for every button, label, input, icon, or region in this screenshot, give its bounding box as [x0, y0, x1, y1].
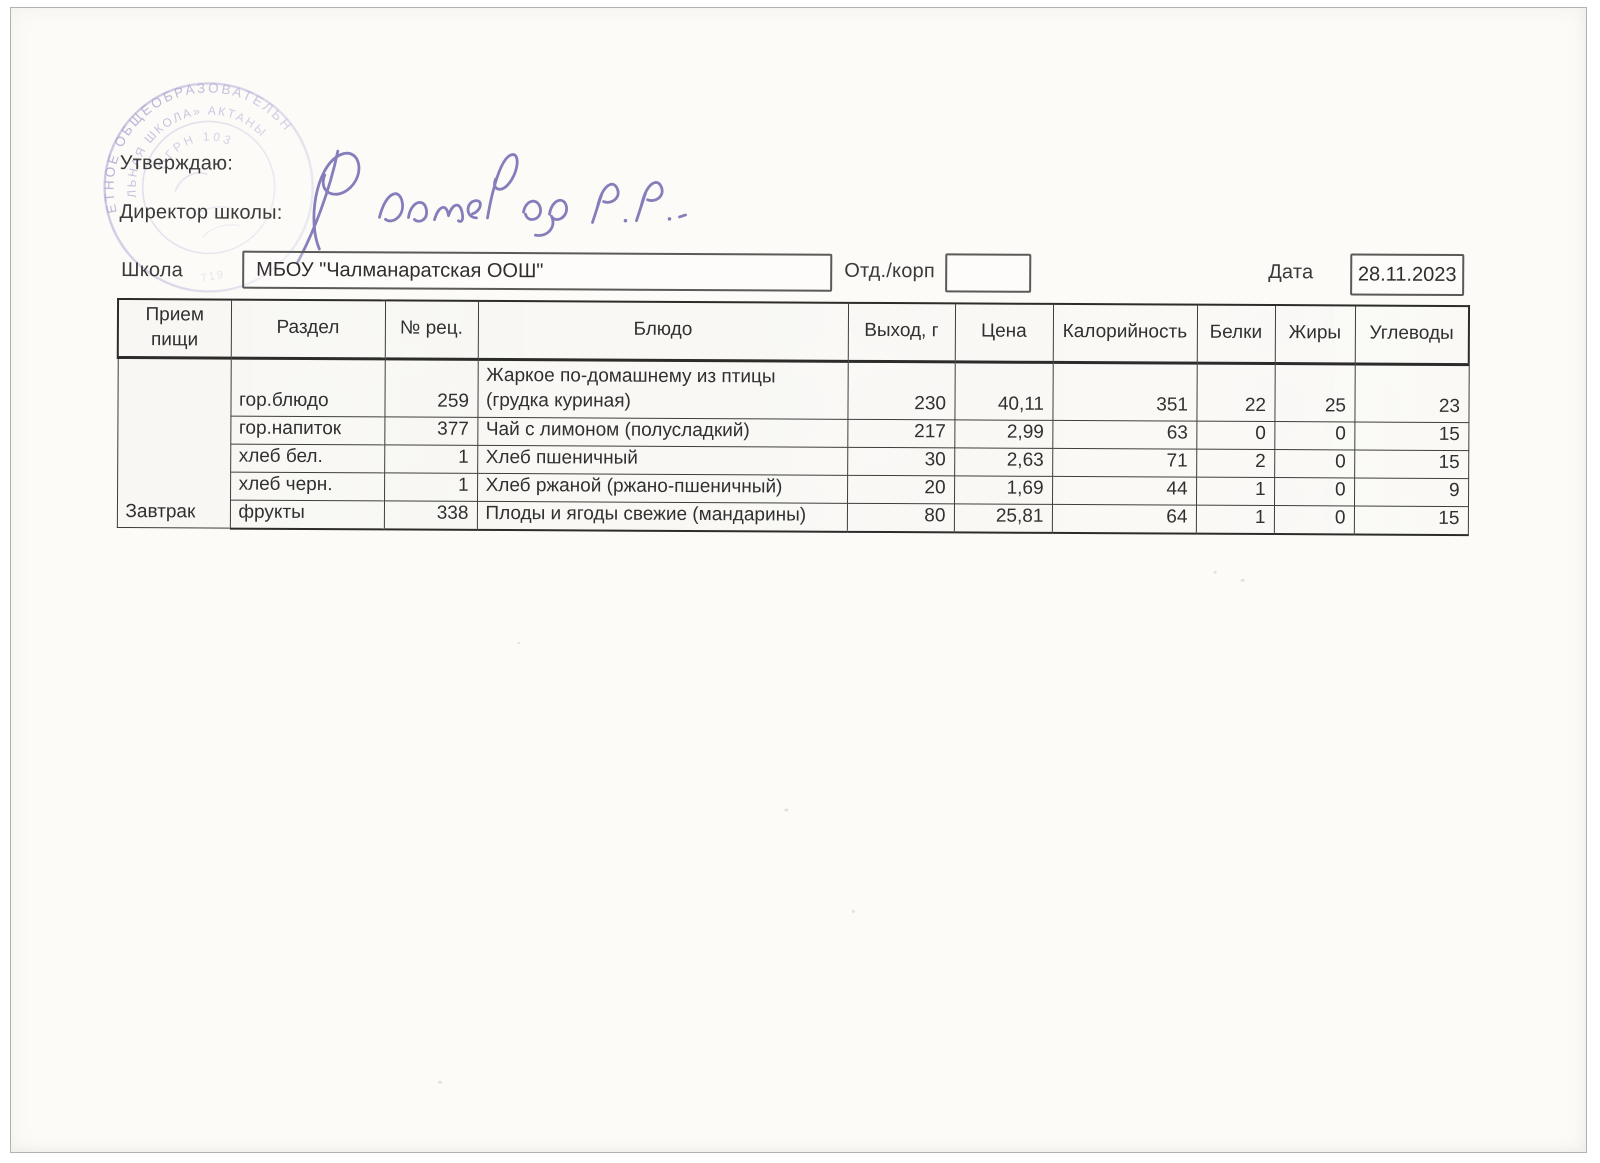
- column-header-protein: Белки: [1196, 304, 1276, 364]
- cell-section: хлеб черн.: [230, 471, 385, 501]
- cell-carbs: 23: [1354, 363, 1469, 423]
- column-header-recipe-no: № рец.: [384, 300, 479, 359]
- cell-price: 1,69: [954, 475, 1053, 505]
- approve-label: Утверждаю:: [119, 151, 234, 175]
- menu-table: Прием пищи Раздел № рец. Блюдо Выход, г …: [115, 297, 1471, 536]
- cell-output: 230: [847, 360, 955, 420]
- cell-meal: Завтрак: [116, 356, 231, 529]
- cell-fat: 25: [1274, 363, 1355, 422]
- cell-protein: 0: [1196, 420, 1275, 450]
- cell-protein: 22: [1196, 362, 1275, 422]
- stamp-middle-text: ЛЬНАЯ ШКОЛА» АКТАНЫ: [104, 83, 278, 201]
- menu-table-container: Прием пищи Раздел № рец. Блюдо Выход, г …: [115, 297, 1471, 536]
- cell-dish: Хлеб ржаной (ржано-пшеничный): [477, 473, 848, 503]
- cell-price: 25,81: [953, 503, 1053, 533]
- stamp-outer-text: ЕТНОЕ ОБЩЕОБРАЗОВАТЕЛЬН: [83, 62, 304, 217]
- stamp-number-fragment: 719: [200, 268, 226, 284]
- school-field-value: МБОУ "Чалманаратская ООШ": [256, 258, 544, 282]
- cell-dish: Жаркое по-домашнему из птицы (грудка кур…: [477, 358, 848, 419]
- cell-price: 2,63: [954, 447, 1053, 477]
- school-field-label: Школа: [121, 259, 184, 282]
- svg-text:ЕТНОЕ ОБЩЕОБРАЗОВАТЕЛЬН: ЕТНОЕ ОБЩЕОБРАЗОВАТЕЛЬН: [83, 62, 304, 217]
- header-row: Прием пищи Раздел № рец. Блюдо Выход, г …: [117, 298, 1470, 365]
- date-field-value: 28.11.2023: [1357, 262, 1457, 286]
- cell-section: хлеб бел.: [230, 443, 385, 473]
- cell-calories: 44: [1052, 476, 1197, 505]
- cell-fat: 0: [1273, 505, 1354, 535]
- scan-speck: [851, 909, 855, 913]
- cell-output: 20: [847, 474, 955, 504]
- column-header-section: Раздел: [230, 299, 386, 359]
- cell-recipe-no: 377: [384, 416, 478, 446]
- scan-speck: [1240, 578, 1245, 582]
- cell-section: фрукты: [229, 499, 385, 530]
- cell-protein: 1: [1196, 476, 1275, 506]
- cell-protein: 1: [1195, 504, 1274, 534]
- column-header-output: Выход, г: [847, 302, 956, 362]
- dept-field-box: [945, 253, 1032, 293]
- table-row: фрукты 338 Плоды и ягоды свежие (мандари…: [117, 499, 1468, 535]
- cell-carbs: 9: [1353, 477, 1469, 507]
- cell-price: 40,11: [954, 361, 1053, 421]
- date-field-label: Дата: [1268, 261, 1314, 284]
- cell-recipe-no: 1: [384, 472, 478, 502]
- scan-speck: [437, 1080, 442, 1084]
- cell-price: 2,99: [954, 419, 1053, 449]
- column-header-carbs: Углеводы: [1354, 305, 1470, 365]
- director-label: Директор школы:: [119, 200, 283, 224]
- cell-output: 217: [847, 418, 955, 448]
- cell-dish: Плоды и ягоды свежие (мандарины): [476, 501, 848, 532]
- cell-carbs: 15: [1354, 421, 1469, 451]
- scan-speck: [517, 642, 521, 645]
- cell-fat: 0: [1274, 421, 1355, 450]
- cell-recipe-no: 1: [384, 444, 478, 474]
- scan-speck: [784, 808, 789, 812]
- column-header-fat: Жиры: [1274, 305, 1356, 364]
- column-header-meal: Прием пищи: [117, 298, 232, 358]
- cell-dish: Хлеб пшеничный: [477, 445, 848, 475]
- cell-output: 80: [846, 502, 955, 533]
- cell-recipe-no: 338: [383, 500, 478, 530]
- cell-recipe-no: 259: [384, 358, 478, 418]
- cell-section: гор.блюдо: [230, 357, 385, 417]
- cell-output: 30: [847, 446, 955, 476]
- cell-calories: 351: [1052, 361, 1197, 421]
- svg-text:ЛЬНАЯ ШКОЛА» АКТАНЫ: ЛЬНАЯ ШКОЛА» АКТАНЫ: [104, 83, 278, 201]
- scan-speck: [1213, 570, 1217, 574]
- cell-section: гор.напиток: [230, 415, 385, 445]
- column-header-calories: Калорийность: [1052, 303, 1198, 363]
- cell-carbs: 15: [1354, 449, 1469, 479]
- cell-carbs: 15: [1353, 505, 1468, 535]
- cell-protein: 2: [1196, 448, 1275, 478]
- column-header-price: Цена: [954, 303, 1054, 362]
- cell-dish: Чай с лимоном (полусладкий): [477, 417, 848, 447]
- table-row: Завтрак гор.блюдо 259 Жаркое по-домашнем…: [116, 356, 1469, 529]
- cell-calories: 63: [1052, 420, 1197, 449]
- date-field-box: 28.11.2023: [1350, 253, 1465, 297]
- cell-fat: 0: [1273, 477, 1355, 506]
- school-field-box: МБОУ "Чалманаратская ООШ": [242, 250, 833, 292]
- cell-calories: 64: [1051, 504, 1196, 534]
- cell-calories: 71: [1052, 448, 1197, 477]
- cell-fat: 0: [1274, 449, 1355, 478]
- dept-field-label: Отд./корп: [844, 259, 935, 283]
- column-header-dish: Блюдо: [477, 300, 849, 361]
